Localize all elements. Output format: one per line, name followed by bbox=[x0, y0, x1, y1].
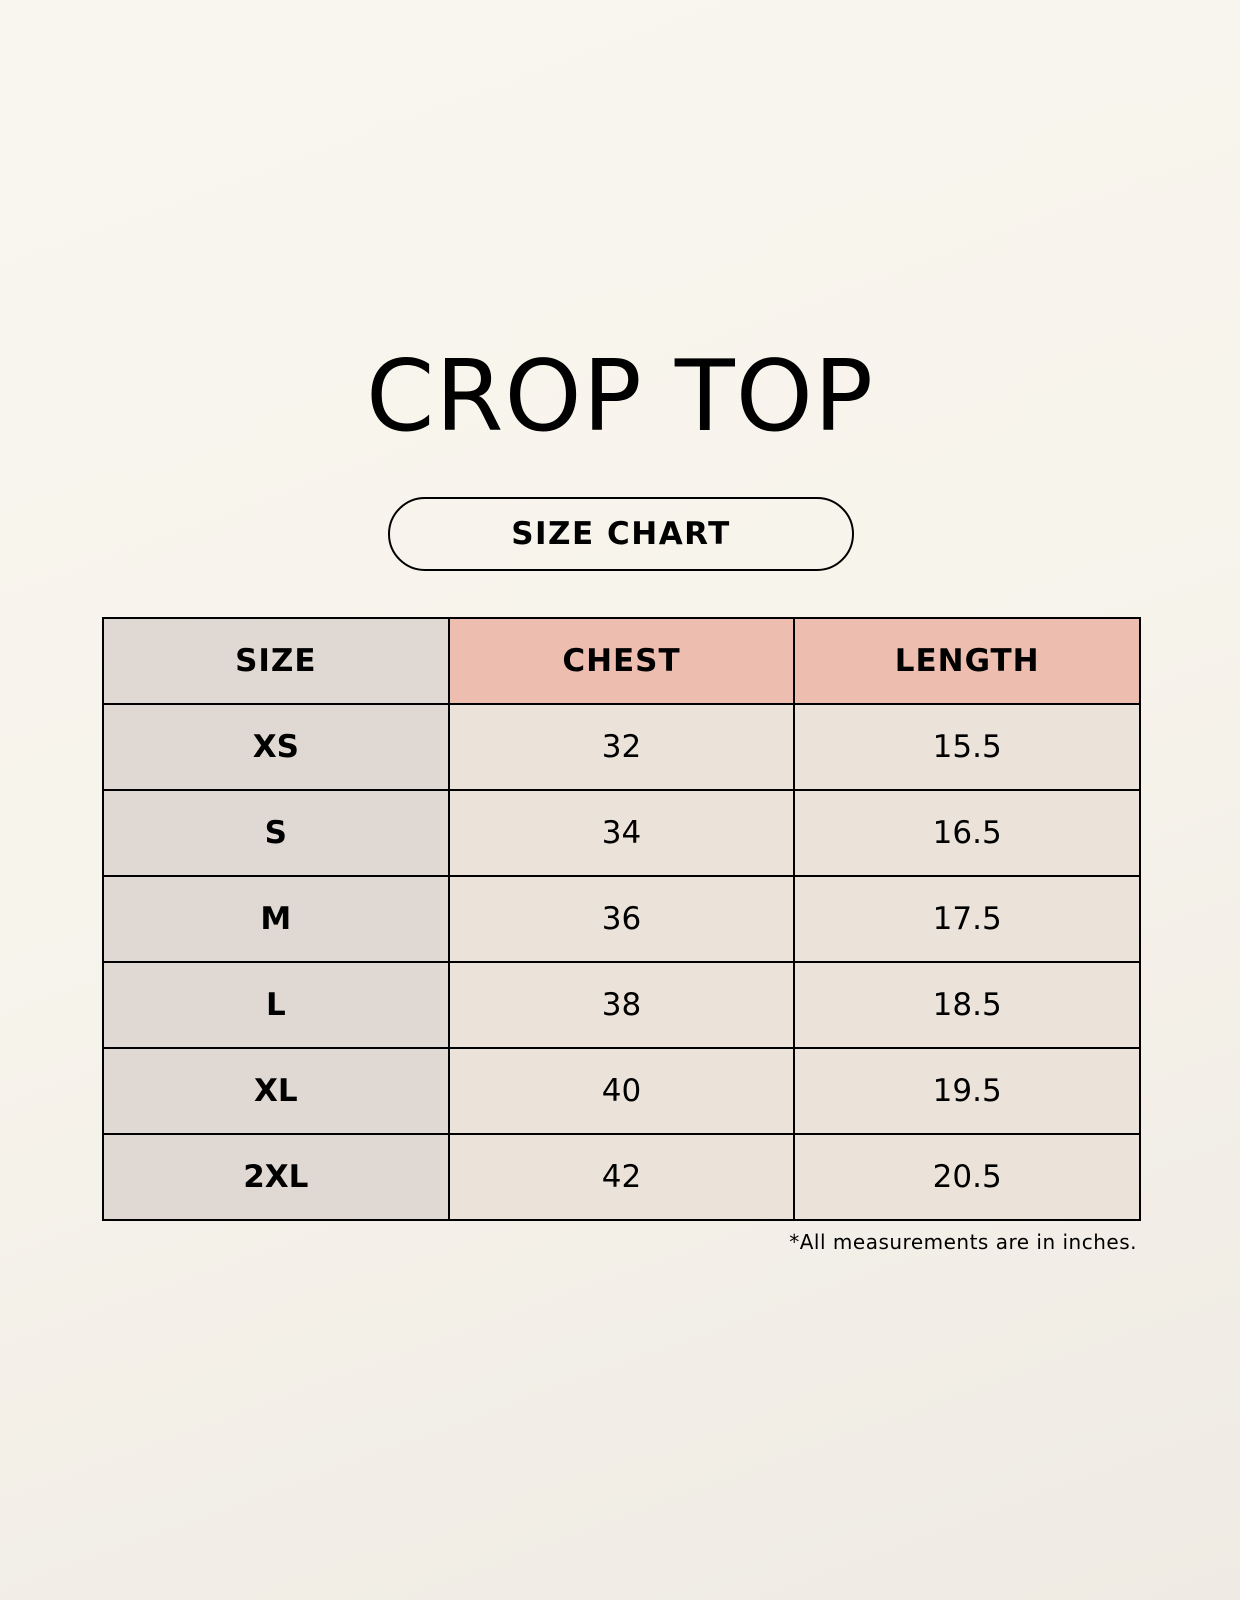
table-row: 2XL 42 20.5 bbox=[102, 1133, 1141, 1221]
header-chest: CHEST bbox=[447, 617, 796, 705]
size-chart-table: SIZE CHEST LENGTH XS 32 15.5 S 34 16.5 M 36 17.5… bbox=[102, 617, 1141, 1221]
cell-size: S bbox=[102, 789, 450, 877]
size-chart-badge: SIZE CHART bbox=[388, 497, 854, 571]
cell-length: 19.5 bbox=[793, 1047, 1141, 1135]
cell-length: 18.5 bbox=[793, 961, 1141, 1049]
cell-chest: 32 bbox=[447, 703, 796, 791]
cell-length: 15.5 bbox=[793, 703, 1141, 791]
table-row: L 38 18.5 bbox=[102, 961, 1141, 1049]
cell-size: M bbox=[102, 875, 450, 963]
table-row: XS 32 15.5 bbox=[102, 703, 1141, 791]
table-row: XL 40 19.5 bbox=[102, 1047, 1141, 1135]
cell-chest: 36 bbox=[447, 875, 796, 963]
header-length: LENGTH bbox=[793, 617, 1141, 705]
cell-size: 2XL bbox=[102, 1133, 450, 1221]
header-size: SIZE bbox=[102, 617, 450, 705]
cell-chest: 34 bbox=[447, 789, 796, 877]
table-header-row: SIZE CHEST LENGTH bbox=[102, 617, 1141, 705]
cell-size: XL bbox=[102, 1047, 450, 1135]
cell-chest: 42 bbox=[447, 1133, 796, 1221]
footnote: *All measurements are in inches. bbox=[789, 1230, 1137, 1254]
table-row: S 34 16.5 bbox=[102, 789, 1141, 877]
page-title: CROP TOP bbox=[365, 340, 874, 454]
cell-chest: 40 bbox=[447, 1047, 796, 1135]
cell-length: 16.5 bbox=[793, 789, 1141, 877]
cell-size: XS bbox=[102, 703, 450, 791]
cell-chest: 38 bbox=[447, 961, 796, 1049]
table-row: M 36 17.5 bbox=[102, 875, 1141, 963]
cell-length: 20.5 bbox=[793, 1133, 1141, 1221]
cell-length: 17.5 bbox=[793, 875, 1141, 963]
cell-size: L bbox=[102, 961, 450, 1049]
